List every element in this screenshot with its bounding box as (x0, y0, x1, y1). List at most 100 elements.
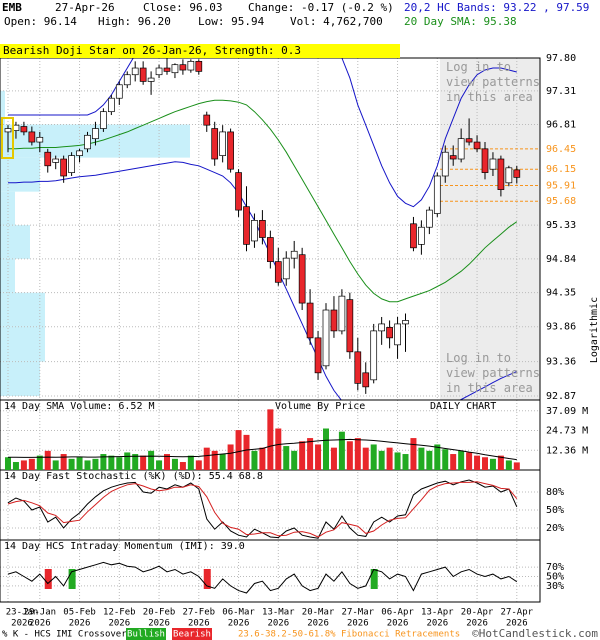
volume-bar (315, 444, 322, 470)
candle-body (163, 67, 171, 72)
y-tick-label: 80% (546, 487, 564, 498)
volume-bar (52, 460, 59, 470)
volume-by-price-bar (0, 361, 40, 396)
candle-body (107, 97, 115, 113)
volume-bar (251, 450, 258, 470)
locked-note: Log in to view patterns in this area (446, 351, 540, 395)
candle-body (410, 223, 417, 249)
volume-bar (362, 447, 369, 470)
candle-body (418, 226, 425, 245)
volume-bar (235, 430, 242, 470)
candle-body (465, 138, 473, 143)
footer-crossover: % K - HCS IMI Crossover, (2, 630, 132, 640)
imi-frame (0, 539, 541, 603)
volume-bar (156, 460, 163, 470)
x-tick-label: 13-Mar (262, 608, 295, 618)
x-tick-year: 2026 (307, 619, 329, 629)
y-axis-label: Logarithmic (589, 297, 600, 363)
candle-body (457, 138, 465, 160)
x-tick-year: 2026 (506, 619, 528, 629)
volume-bar (489, 458, 496, 470)
candle-body (92, 128, 99, 140)
volume-bar (203, 447, 210, 470)
footer-bullish: Bullish (127, 630, 165, 640)
volume-bar (323, 428, 329, 470)
x-tick-year: 2026 (11, 619, 33, 629)
fibonacci-label: 96.15 (546, 164, 576, 175)
volume-title: 14 Day SMA Volume: 6.52 M (4, 401, 155, 412)
y-tick-label: 12.36 M (546, 445, 588, 456)
candle-body (441, 151, 449, 177)
imi-title: 14 Day HCS Intraday Momentum (IMI): 39.0 (4, 541, 245, 552)
pattern-banner-bg (0, 44, 400, 58)
x-tick-label: 20-Feb (143, 608, 176, 618)
candle-body (489, 158, 497, 170)
volume-bar (100, 454, 107, 470)
volume-bar (346, 441, 353, 470)
y-tick-label: 96.81 (546, 119, 576, 130)
volume-by-price-bar (0, 258, 15, 293)
candle-body (171, 64, 179, 74)
bearish-crossover (44, 569, 52, 589)
y-tick-label: 70% (546, 562, 564, 573)
sma-line (8, 99, 518, 303)
x-tick-label: 27-Apr (501, 608, 534, 618)
x-tick-year: 2026 (347, 619, 369, 629)
candle-body (44, 151, 52, 167)
volume-by-price-bar (0, 292, 45, 327)
y-tick-label: 94.84 (546, 254, 576, 265)
candle-body (20, 126, 28, 133)
candle-body (362, 372, 370, 388)
x-tick-year: 2026 (267, 619, 289, 629)
x-tick-label: 20-Apr (461, 608, 494, 618)
symbol: EMB (2, 1, 22, 14)
locked-note: Log in to view patterns in this area (446, 60, 540, 104)
volume-bar (259, 447, 266, 470)
volume-by-price-label: Volume By Price (275, 401, 365, 412)
volume-bar (132, 454, 139, 470)
volume-bar (474, 455, 481, 470)
volume-bar (370, 444, 377, 470)
candle-body (426, 209, 433, 228)
volume-bar (124, 452, 131, 470)
candle-body (100, 111, 107, 129)
candle-body (84, 134, 91, 150)
candle-body (4, 128, 12, 133)
volume-bar (505, 460, 512, 470)
volume-bar (307, 438, 314, 470)
x-tick-label: 06-Apr (381, 608, 414, 618)
volume-bar (283, 446, 290, 470)
volume-bar (426, 450, 433, 470)
volume-bar (299, 441, 306, 470)
indicator-line (7, 479, 518, 539)
volume-bar (140, 455, 147, 470)
daily-chart-label: DAILY CHART (430, 401, 496, 412)
candle-body (386, 327, 393, 339)
volume-bar (291, 450, 298, 470)
volume-bar (394, 452, 401, 470)
price-plot (4, 58, 540, 400)
candle-body (76, 150, 83, 156)
volume-bar (418, 447, 425, 470)
candle-body (298, 254, 306, 304)
candle-body (354, 351, 362, 384)
candle-body (60, 158, 68, 177)
locked-area (440, 58, 540, 400)
candle-body (402, 320, 409, 325)
candle-body (131, 67, 139, 76)
y-tick-label: 30% (546, 581, 564, 592)
candle-body (155, 67, 163, 76)
x-tick-year: 2026 (69, 619, 91, 629)
x-tick-label: 23-Jan (6, 608, 39, 618)
candle-body (203, 114, 211, 126)
candle-body (267, 237, 274, 262)
y-tick-label: 95.33 (546, 220, 576, 231)
candle-body (330, 309, 338, 332)
volume-bar (338, 431, 345, 470)
y-tick-label: 94.35 (546, 288, 576, 299)
high: High: 96.20 (98, 15, 171, 28)
x-tick-year: 2026 (108, 619, 130, 629)
candle-body (322, 309, 330, 367)
candle-body (473, 141, 481, 150)
